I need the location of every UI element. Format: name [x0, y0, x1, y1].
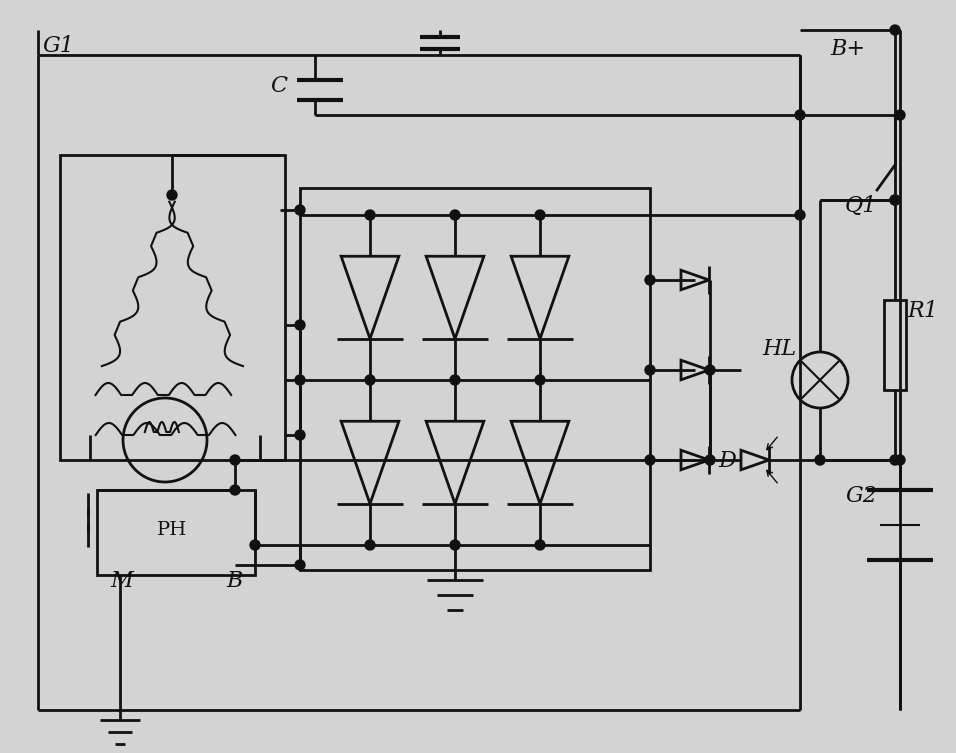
Circle shape	[365, 540, 375, 550]
Circle shape	[645, 365, 655, 375]
Circle shape	[645, 275, 655, 285]
Text: D: D	[718, 450, 736, 472]
Circle shape	[795, 110, 805, 120]
Circle shape	[705, 365, 715, 375]
Circle shape	[795, 210, 805, 220]
Circle shape	[895, 455, 905, 465]
Bar	[97, 490, 255, 575]
Circle shape	[295, 320, 305, 330]
Text: G1: G1	[42, 35, 74, 57]
Text: B+: B+	[830, 38, 865, 60]
Text: M: M	[111, 570, 134, 592]
Bar	[60, 155, 285, 460]
Text: C: C	[270, 75, 287, 97]
Circle shape	[890, 195, 900, 205]
Circle shape	[890, 455, 900, 465]
Circle shape	[890, 25, 900, 35]
Circle shape	[645, 455, 655, 465]
Circle shape	[230, 455, 240, 465]
Bar	[300, 188, 650, 570]
Text: R1: R1	[907, 300, 938, 322]
Circle shape	[450, 540, 460, 550]
Text: HL: HL	[762, 338, 796, 360]
Circle shape	[295, 205, 305, 215]
Circle shape	[295, 430, 305, 440]
Text: B: B	[227, 570, 243, 592]
Circle shape	[705, 455, 715, 465]
Circle shape	[365, 210, 375, 220]
Circle shape	[365, 375, 375, 385]
Circle shape	[295, 560, 305, 570]
Circle shape	[815, 455, 825, 465]
Circle shape	[535, 210, 545, 220]
Circle shape	[295, 375, 305, 385]
Text: G2: G2	[845, 485, 877, 507]
Circle shape	[167, 190, 177, 200]
Circle shape	[230, 485, 240, 495]
Circle shape	[450, 375, 460, 385]
Circle shape	[450, 210, 460, 220]
Circle shape	[535, 375, 545, 385]
Circle shape	[250, 540, 260, 550]
Circle shape	[535, 540, 545, 550]
Text: РН: РН	[157, 521, 187, 539]
Text: Q1: Q1	[845, 195, 878, 217]
Circle shape	[890, 195, 900, 205]
Circle shape	[895, 110, 905, 120]
Bar	[884, 300, 906, 390]
